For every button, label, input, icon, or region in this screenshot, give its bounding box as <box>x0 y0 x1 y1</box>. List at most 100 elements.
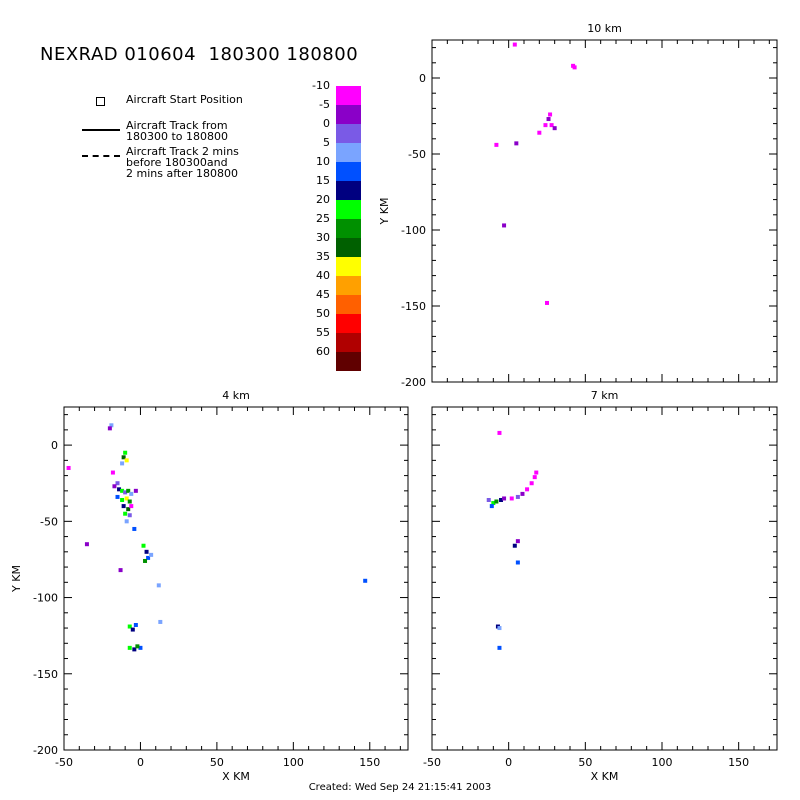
x-tick-label: 0 <box>505 756 512 769</box>
reflectivity-point <box>512 543 517 548</box>
reflectivity-point <box>123 490 128 495</box>
y-tick-label: -150 <box>401 300 426 313</box>
y-tick-label: -150 <box>33 668 58 681</box>
reflectivity-point <box>127 513 132 518</box>
legend-track-extended: Aircraft Track 2 mins before 180300and 2… <box>82 146 302 186</box>
x-axis-label: X KM <box>591 770 619 783</box>
colorbar-label: 35 <box>316 250 330 263</box>
reflectivity-point <box>118 568 123 573</box>
colorbar-swatch <box>336 143 361 162</box>
reflectivity-point <box>572 65 577 70</box>
colorbar-swatch <box>336 257 361 276</box>
reflectivity-point <box>107 426 112 431</box>
x-tick-label: -50 <box>423 756 441 769</box>
x-tick-label: 100 <box>283 756 304 769</box>
colorbar-swatch <box>336 219 361 238</box>
reflectivity-point <box>141 543 146 548</box>
reflectivity-point <box>144 549 149 554</box>
dashed-line-icon <box>82 146 120 162</box>
reflectivity-point <box>124 496 129 501</box>
reflectivity-point <box>66 465 71 470</box>
x-tick-label: -50 <box>55 756 73 769</box>
reflectivity-point <box>537 130 542 135</box>
colorbar-swatch <box>336 162 361 181</box>
legend: Aircraft Start Position Aircraft Track f… <box>82 94 302 186</box>
x-tick-label: 50 <box>578 756 592 769</box>
reflectivity-point <box>502 223 507 228</box>
reflectivity-point <box>497 430 502 435</box>
legend-start-position: Aircraft Start Position <box>82 94 302 120</box>
colorbar-swatch <box>336 333 361 352</box>
reflectivity-point <box>124 519 129 524</box>
y-tick-label: -50 <box>408 148 426 161</box>
reflectivity-point <box>149 552 154 557</box>
reflectivity-point <box>514 141 519 146</box>
reflectivity-point <box>494 142 499 147</box>
y-tick-label: -100 <box>401 224 426 237</box>
x-tick-label: 100 <box>652 756 673 769</box>
solid-line-icon <box>82 120 120 136</box>
reflectivity-point <box>84 542 89 547</box>
colorbar-swatch <box>336 105 361 124</box>
y-tick-label: -50 <box>40 515 58 528</box>
y-axis-label: Y KM <box>10 565 23 593</box>
y-tick-label: 0 <box>51 439 58 452</box>
reflectivity-point <box>126 488 131 493</box>
y-tick-label: 0 <box>419 72 426 85</box>
x-tick-label: 150 <box>728 756 749 769</box>
reflectivity-point <box>494 499 499 504</box>
reflectivity-point <box>121 504 126 509</box>
x-tick-label: 150 <box>359 756 380 769</box>
reflectivity-point <box>158 619 163 624</box>
reflectivity-point <box>499 497 503 502</box>
colorbar-label: 40 <box>316 269 330 282</box>
colorbar-swatch <box>336 86 361 105</box>
reflectivity-point <box>497 645 502 650</box>
colorbar-swatch <box>336 314 361 333</box>
x-axis-label: X KM <box>222 770 250 783</box>
colorbar-label: 15 <box>316 174 330 187</box>
colorbar-label: 55 <box>316 326 330 339</box>
y-tick-label: -100 <box>33 592 58 605</box>
colorbar-label: 10 <box>316 155 330 168</box>
plot-title: 4 km <box>222 389 250 402</box>
colorbar-label: 25 <box>316 212 330 225</box>
y-axis-label: Y KM <box>378 198 391 226</box>
reflectivity-point <box>486 497 491 502</box>
reflectivity-point <box>120 488 125 493</box>
reflectivity-point <box>546 117 551 122</box>
reflectivity-point <box>497 626 502 631</box>
colorbar-label: 30 <box>316 231 330 244</box>
reflectivity-point <box>129 491 134 496</box>
plot-frame <box>431 39 778 383</box>
colorbar-label: 20 <box>316 193 330 206</box>
reflectivity-point <box>132 647 137 652</box>
colorbar-swatch <box>336 200 361 219</box>
plot-title: 7 km <box>591 389 619 402</box>
reflectivity-point <box>146 555 151 560</box>
reflectivity-point <box>509 496 514 501</box>
legend-track: Aircraft Track from 180300 to 180800 <box>82 120 302 146</box>
reflectivity-point <box>548 112 553 117</box>
colorbar-label: 45 <box>316 288 330 301</box>
reflectivity-point <box>120 497 125 502</box>
colorbar-swatch <box>336 124 361 143</box>
reflectivity-point <box>123 450 128 455</box>
reflectivity-point <box>109 423 114 428</box>
reflectivity-point <box>115 494 120 499</box>
reflectivity-point <box>133 622 138 627</box>
reflectivity-point <box>534 470 539 475</box>
colorbar-swatch <box>336 181 361 200</box>
plot-title: 10 km <box>587 22 622 35</box>
reflectivity-point <box>112 484 117 489</box>
colorbar-swatch <box>336 238 361 257</box>
colorbar-label: 60 <box>316 345 330 358</box>
reflectivity-point <box>121 455 126 460</box>
reflectivity-point <box>127 645 132 650</box>
plot-frame <box>63 406 409 751</box>
colorbar-swatch <box>336 352 361 371</box>
reflectivity-point <box>110 470 115 475</box>
plot-frame <box>431 406 778 751</box>
reflectivity-point <box>549 123 554 128</box>
